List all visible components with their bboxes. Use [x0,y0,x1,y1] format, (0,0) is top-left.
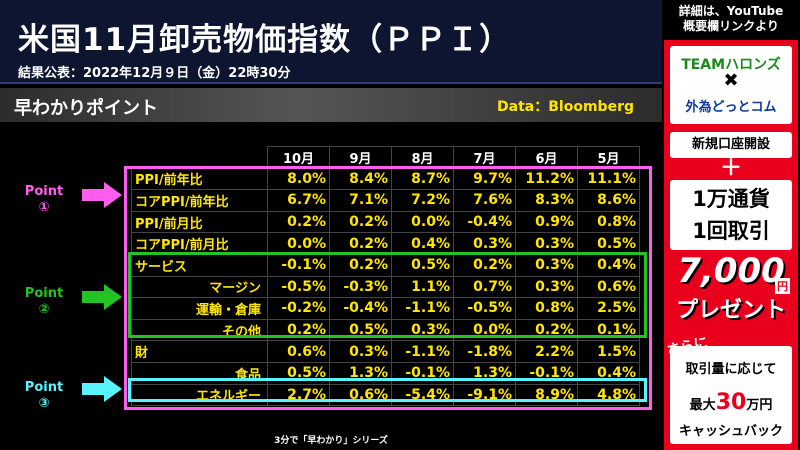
table-cell: 6.7% [267,189,330,212]
table-cell: -0.5% [267,275,330,299]
table-cell: 0.5% [577,232,640,255]
youtube-note: 詳細は、YouTube 概要欄リンクより [662,0,800,40]
table-cell: 0.6% [267,340,330,363]
youtube-note-line1: 詳細は、YouTube [678,4,784,18]
column-header: 10月 [267,146,330,169]
table-cell: 0.4% [577,253,640,277]
point3-highlight-box [128,378,647,402]
point1-highlight-box [124,166,652,410]
table-cell: -0.2% [267,297,330,320]
cashback-card: 取引量に応じて 最大30万円 キャッシュバック [670,346,792,444]
row-label: コアPPI/前年比 [131,189,268,212]
table-cell: 7.2% [391,189,454,212]
table-row: PPI/前月比 0.2% 0.2% 0.0% -0.4% 0.9% 0.8% [131,210,640,234]
point2-highlight-box [128,252,647,338]
table-cell: 0.9% [515,210,578,234]
table-row: 財 0.6% 0.3% -1.1% -1.8% 2.2% 1.5% [131,340,640,363]
plus-icon: ＋ [719,156,742,181]
table-cell: 9.7% [453,167,516,191]
column-header: 7月 [453,146,516,169]
column-header: 5月 [577,146,640,169]
trade-line1: 1万通貨 [692,187,770,211]
trade-line2: 1回取引 [692,219,770,243]
arrow-right-icon [82,376,122,402]
table-cell: 1.5% [577,340,640,363]
points-banner: 早わかりポイント Data：Bloomberg [0,88,662,122]
ppi-table: 10月 9月 8月 7月 6月 5月 PPI/前年比 8.0% 8.4% 8.7% 9.… [131,146,640,407]
row-label: PPI/前月比 [131,210,268,234]
table-corner [131,146,268,169]
present-label: プレゼント [675,298,786,323]
page-title: 米国11月卸売物価指数（ＰＰＩ） [18,22,512,58]
series-footer: 3分で「早わかり」シリーズ [274,436,388,446]
cashback-amount: 30 [715,390,747,415]
arrow-right-icon [82,284,122,310]
table-cell: 0.3% [453,232,516,255]
table-cell: 2.2% [515,340,578,363]
row-label: 運輸・倉庫 [131,297,268,320]
table-cell: -0.4% [453,210,516,234]
point-label-text: Point [24,380,64,395]
team-logo-text: TEAMハロンズ [681,57,781,73]
arrow-right-icon [82,182,122,208]
table-cell: 0.2% [267,210,330,234]
table-cell: 0.6% [577,275,640,299]
point-number: ③ [38,396,50,411]
youtube-note-line2: 概要欄リンクより [683,19,779,33]
cashback-line2: 最大30万円 [670,390,792,415]
brand-card: TEAMハロンズ ✖ 外為どっとコム [670,46,792,124]
point-3-label: Point ③ [14,380,74,412]
column-header: 9月 [329,146,392,169]
present-amount: 7,000 [677,251,785,291]
release-datetime: 結果公表：2022年12月９日（金）22時30分 [18,66,291,81]
table-cell: 11.1% [577,167,640,191]
table-row: サービス -0.1% 0.2% 0.5% 0.2% 0.3% 0.4% [131,253,640,277]
cross-icon: ✖ [723,70,739,91]
table-row: マージン -0.5% -0.3% 1.1% 0.7% 0.3% 0.6% [131,275,640,299]
table-cell: 0.7% [453,275,516,299]
table-cell: 8.6% [577,189,640,212]
new-account-label: 新規口座開設 [670,132,792,158]
table-cell: 0.3% [515,253,578,277]
row-label: マージン [131,275,268,299]
cashback-line1: 取引量に応じて [685,362,777,377]
broker-logo-text: 外為どっとコム [685,100,777,115]
header: 米国11月卸売物価指数（ＰＰＩ） 結果公表：2022年12月９日（金）22時30… [0,0,662,84]
banner-label: 早わかりポイント [14,98,158,119]
table-row: コアPPI/前年比 6.7% 7.1% 7.2% 7.6% 8.3% 8.6% [131,189,640,212]
table-cell: -1.8% [453,340,516,363]
table-cell: 0.2% [329,210,392,234]
campaign-banner[interactable]: TEAMハロンズ ✖ 外為どっとコム 新規口座開設 ＋ 1万通貨 1回取引 7,… [664,40,798,450]
data-source: Data：Bloomberg [497,99,634,115]
table-row: PPI/前年比 8.0% 8.4% 8.7% 9.7% 11.2% 11.1% [131,167,640,191]
table-cell: 0.8% [577,210,640,234]
point-2-label: Point ② [14,286,74,318]
point-1-label: Point ① [14,184,74,216]
point-label-text: Point [24,184,64,199]
main-panel: 米国11月卸売物価指数（ＰＰＩ） 結果公表：2022年12月９日（金）22時30… [0,0,662,446]
cashback-line3: キャッシュバック [678,424,783,439]
point-number: ① [38,200,50,215]
table-header-row: 10月 9月 8月 7月 6月 5月 [131,146,640,169]
cashback-prefix: 最大 [689,398,716,413]
table-cell: 7.6% [453,189,516,212]
table-cell: 7.1% [329,189,392,212]
point-number: ② [38,302,50,317]
column-header: 8月 [391,146,454,169]
cashback-suffix: 万円 [746,398,773,413]
ad-panel: 詳細は、YouTube 概要欄リンクより TEAMハロンズ ✖ 外為どっとコム … [662,0,800,450]
present-amount-unit: 円 [775,278,790,294]
column-header: 6月 [515,146,578,169]
trade-condition-card: 1万通貨 1回取引 [670,180,792,250]
table-cell: -0.5% [453,297,516,320]
point-label-text: Point [24,286,64,301]
